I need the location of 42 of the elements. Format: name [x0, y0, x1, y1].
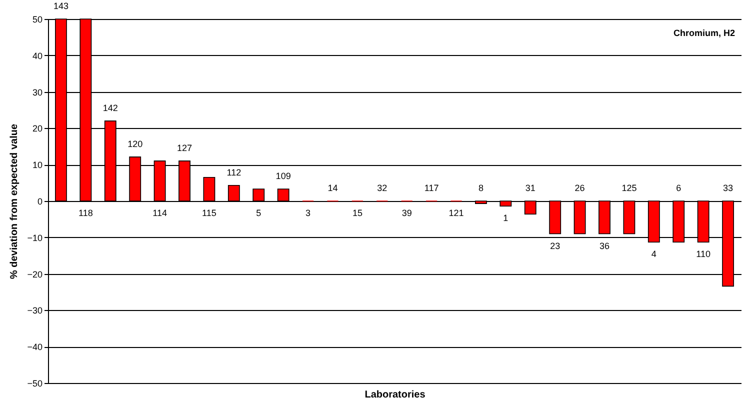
x-tick-label: 127	[176, 142, 192, 153]
x-tick-label: 142	[102, 102, 118, 113]
x-tick-label: 143	[53, 1, 68, 11]
y-tick-label: −30	[27, 306, 42, 316]
y-tick-label: −40	[27, 342, 42, 352]
y-tick-label: 30	[32, 87, 42, 98]
y-tick-label: 40	[32, 50, 42, 61]
y-tick-label: −10	[27, 232, 42, 243]
x-tick-label: 4	[651, 249, 656, 260]
y-tick-label: 50	[32, 14, 42, 24]
x-tick-label: 23	[550, 240, 560, 251]
x-tick-label: 115	[202, 208, 216, 218]
x-tick-label: 39	[402, 208, 412, 218]
x-tick-label: 31	[525, 183, 536, 193]
x-tick-label: 121	[448, 208, 464, 218]
x-tick-label: 109	[276, 170, 291, 181]
x-tick-label: 33	[723, 183, 734, 193]
y-tick-label: −20	[27, 269, 42, 280]
x-axis-title: Laboratories	[364, 390, 426, 400]
x-tick-label: 26	[574, 183, 585, 193]
x-tick-label: 112	[226, 167, 242, 178]
x-tick-label: 6	[676, 183, 682, 193]
y-tick-label: 10	[32, 160, 42, 170]
x-tick-label: 1	[503, 213, 508, 224]
y-tick-label: 20	[32, 124, 42, 134]
y-tick-label: 0	[37, 196, 42, 206]
x-tick-label: 3	[306, 208, 311, 218]
x-tick-label: 114	[152, 208, 167, 218]
y-axis-title: % deviation from expected value	[9, 124, 20, 280]
x-tick-label: 118	[78, 208, 93, 218]
x-tick-label: 32	[377, 183, 388, 193]
x-tick-label: 5	[256, 208, 262, 218]
x-tick-label: 36	[599, 240, 610, 251]
x-tick-label: 120	[128, 138, 143, 149]
x-tick-label: 117	[424, 183, 439, 193]
x-tick-label: 110	[696, 249, 711, 260]
x-tick-label: 14	[328, 183, 338, 193]
y-tick-label: −50	[27, 378, 42, 388]
x-tick-label: 15	[352, 208, 362, 218]
x-tick-label: 125	[622, 183, 637, 193]
x-tick-label: 8	[478, 183, 484, 193]
annotation: Chromium, H2	[673, 28, 735, 38]
